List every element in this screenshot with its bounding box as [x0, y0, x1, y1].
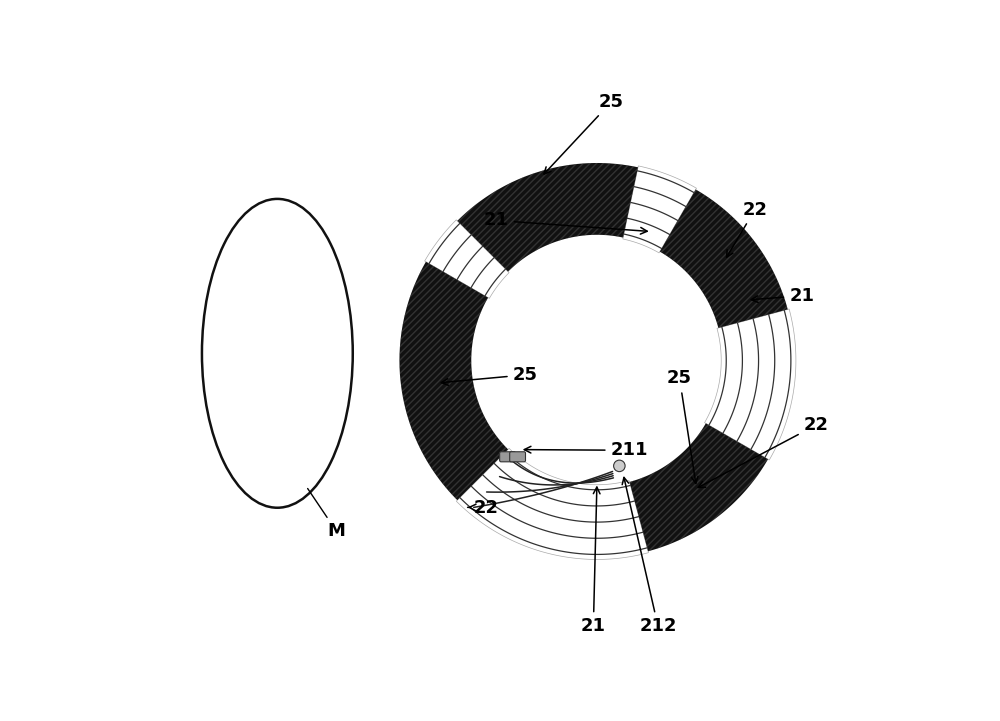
- Text: 21: 21: [581, 487, 606, 635]
- Text: 22: 22: [468, 499, 498, 517]
- Polygon shape: [399, 262, 508, 500]
- Text: 22: 22: [727, 200, 767, 257]
- Polygon shape: [623, 166, 696, 253]
- Text: M: M: [308, 489, 346, 541]
- Text: 25: 25: [441, 366, 538, 385]
- Text: 22: 22: [698, 416, 829, 487]
- Text: 21: 21: [484, 211, 647, 234]
- FancyBboxPatch shape: [510, 452, 526, 462]
- Polygon shape: [457, 163, 638, 272]
- Text: 21: 21: [751, 287, 814, 305]
- Ellipse shape: [202, 199, 353, 508]
- Polygon shape: [705, 309, 796, 460]
- Text: 25: 25: [544, 93, 624, 174]
- Circle shape: [614, 460, 625, 472]
- Polygon shape: [660, 190, 788, 328]
- Polygon shape: [425, 220, 509, 298]
- Polygon shape: [629, 423, 768, 552]
- FancyBboxPatch shape: [500, 452, 515, 462]
- Text: 25: 25: [667, 369, 698, 483]
- Text: 212: 212: [622, 477, 677, 635]
- Text: 211: 211: [524, 441, 648, 459]
- Polygon shape: [456, 448, 648, 559]
